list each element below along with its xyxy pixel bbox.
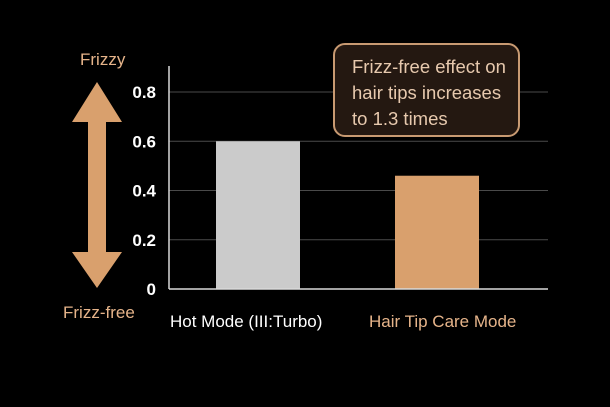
y-tick-label: 0.4 xyxy=(132,182,156,201)
double-arrow-icon xyxy=(72,82,122,288)
y-tick-label: 0.2 xyxy=(132,231,156,250)
bar-hair-tip-care-mode xyxy=(395,175,479,289)
bar-hot-mode xyxy=(216,141,300,289)
y-tick-label: 0.8 xyxy=(132,83,156,102)
bar-layer xyxy=(216,141,479,289)
callout-box: Frizz-free effect on hair tips increases… xyxy=(333,43,520,137)
x-tick-label-hair-tip: Hair Tip Care Mode xyxy=(369,312,517,331)
y-tick-label: 0.6 xyxy=(132,132,156,151)
callout-line: hair tips increases xyxy=(352,82,502,103)
double-arrow-shape xyxy=(72,82,122,288)
x-tick-label-hot-mode: Hot Mode (III:Turbo) xyxy=(170,312,323,331)
frizzy-label: Frizzy xyxy=(80,50,126,69)
y-tick-label: 0 xyxy=(147,280,156,299)
axis-layer xyxy=(168,66,548,290)
callout-line: to 1.3 times xyxy=(352,108,448,129)
frizz-free-label: Frizz-free xyxy=(63,303,135,322)
tick-layer: 0 0.2 0.4 0.6 0.8 xyxy=(132,83,156,299)
callout-line: Frizz-free effect on xyxy=(352,56,506,77)
